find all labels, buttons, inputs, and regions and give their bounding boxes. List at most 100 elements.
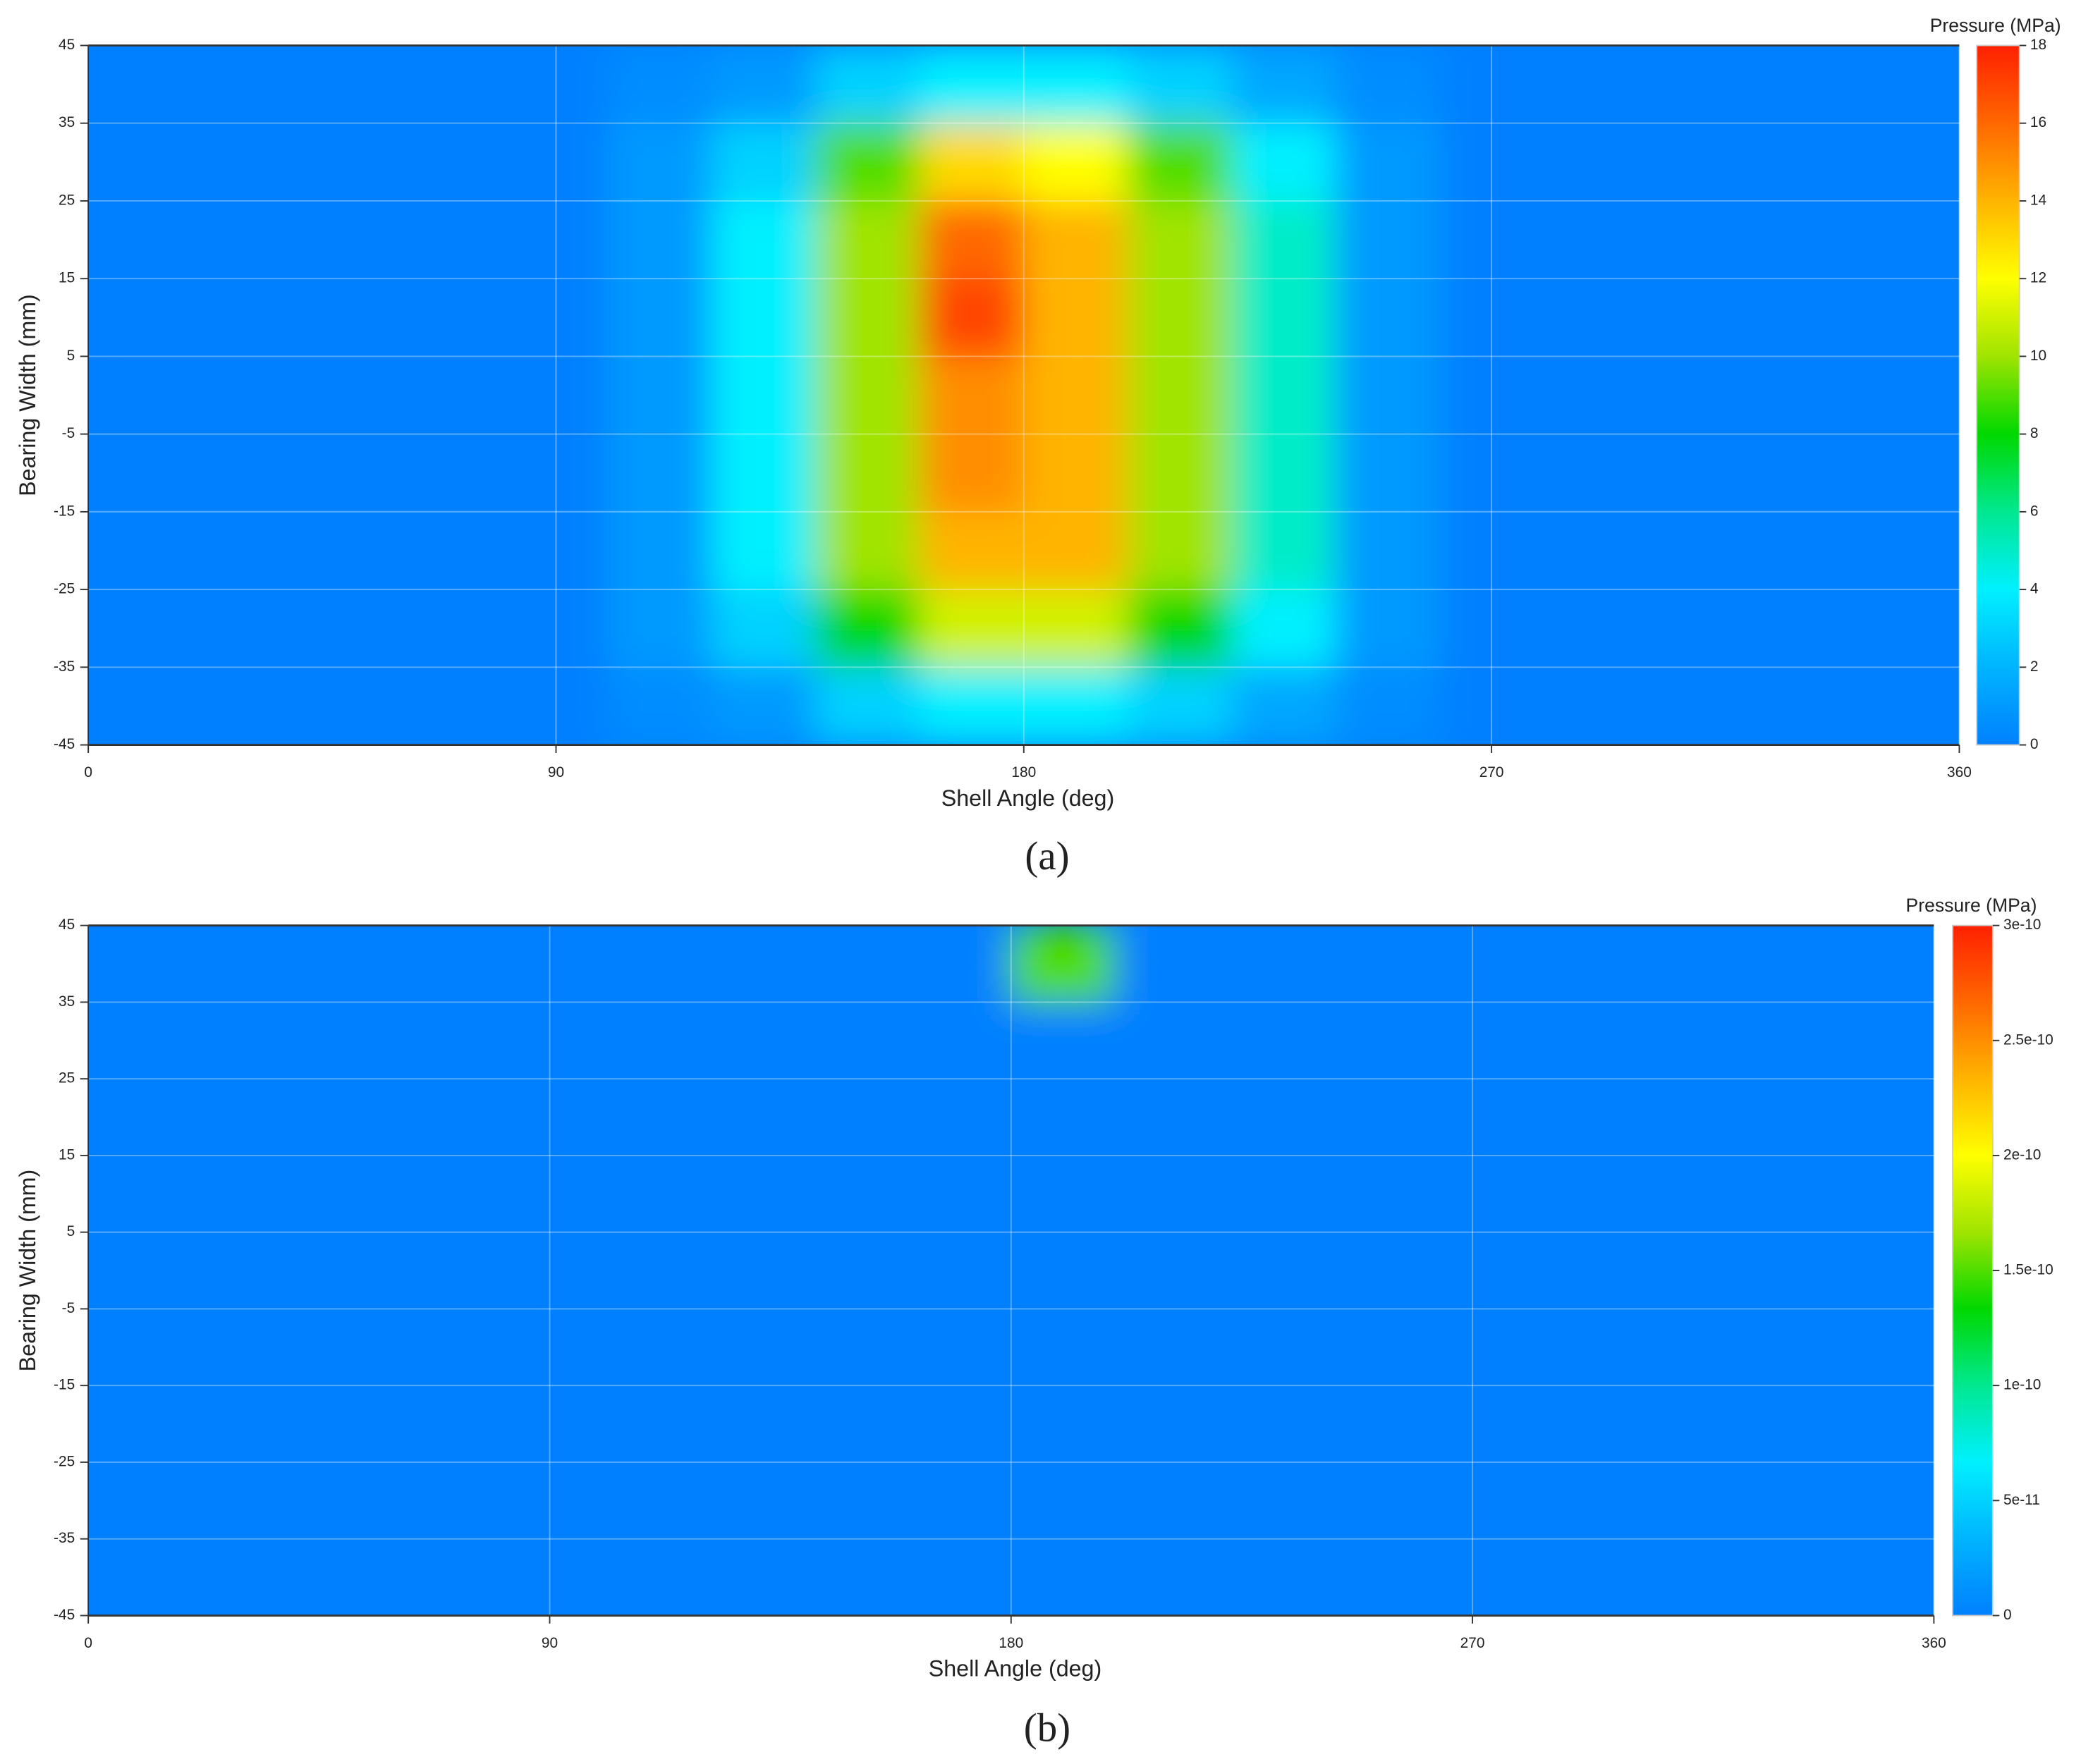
heatmap-cell [1626, 1002, 1730, 1080]
heatmap-cell [1231, 356, 1336, 435]
heatmap-cell [498, 1309, 602, 1387]
heatmap-cell [190, 1385, 294, 1463]
heatmap-cell [1011, 1002, 1115, 1080]
heatmap-cell [1543, 511, 1649, 591]
heatmap-cell [1421, 1079, 1525, 1156]
heatmap-cell [1128, 200, 1233, 280]
heatmap-cell [293, 925, 397, 1003]
heatmap-cell [1855, 589, 1960, 668]
heatmap-cell [1647, 45, 1752, 124]
heatmap-cell [712, 200, 817, 280]
colorbar-tick-label: 8 [2030, 425, 2039, 441]
colorbar-tick-label: 4 [2030, 581, 2039, 597]
heatmap-cell [1647, 200, 1752, 280]
heatmap-cell [703, 1309, 807, 1387]
heatmap-cell [805, 1232, 910, 1310]
heatmap-cell [1728, 1079, 1832, 1156]
heatmap-cell [1128, 511, 1233, 591]
heatmap-cell [88, 200, 193, 280]
heatmap-cell [1626, 1538, 1730, 1616]
colorbar-tick-label: 0 [2003, 1607, 2012, 1623]
heatmap-cell [1023, 511, 1129, 591]
heatmap-cell [88, 511, 193, 591]
heatmap-cell [1011, 925, 1115, 1003]
heatmap-cell [908, 1538, 1012, 1616]
heatmap-cell [1216, 1155, 1319, 1233]
heatmap-cell [608, 356, 713, 435]
heatmap-cell [1216, 1002, 1319, 1080]
y-tick-label: -35 [54, 659, 75, 675]
y-tick-label: 45 [59, 917, 75, 933]
heatmap-cell [1831, 1232, 1934, 1310]
heatmap-cell [295, 434, 401, 513]
colorbar-tick-label: 1e-10 [2003, 1377, 2041, 1393]
heatmap-cell [601, 1462, 704, 1540]
heatmap-cell [1023, 45, 1129, 124]
heatmap-cell [1855, 278, 1960, 357]
heatmap-cell [920, 511, 1025, 591]
heatmap-cell [400, 278, 505, 357]
heatmap-cell [1011, 1309, 1115, 1387]
heatmap-cell [908, 1155, 1012, 1233]
x-axis-label: Shell Angle (deg) [929, 1656, 1101, 1682]
heatmap-cell [88, 45, 193, 124]
heatmap-cell [400, 123, 505, 202]
heatmap-cell [293, 1155, 397, 1233]
heatmap-cell [396, 1002, 499, 1080]
heatmap-cell [1113, 1155, 1217, 1233]
heatmap-cell [1855, 434, 1960, 513]
heatmap-cell [712, 667, 817, 745]
y-tick-label: 25 [59, 1070, 75, 1086]
y-tick-label: -5 [62, 1300, 75, 1316]
heatmap-cell [1216, 1309, 1319, 1387]
colorbar-title: Pressure (MPa) [1930, 15, 2061, 36]
heatmap-cell [400, 200, 505, 280]
heatmap-cell [1318, 1232, 1422, 1310]
heatmap-cell [1318, 1002, 1422, 1080]
y-tick-label: -5 [62, 425, 75, 441]
heatmap-cell [1216, 1385, 1319, 1463]
heatmap-cell [1113, 1309, 1217, 1387]
heatmap-cell [1318, 1538, 1422, 1616]
heatmap-cell [88, 278, 193, 357]
heatmap-cell [400, 356, 505, 435]
heatmap-cell [1113, 1385, 1217, 1463]
heatmap-cell [1523, 1385, 1628, 1463]
heatmap-cells [88, 45, 1960, 745]
heatmap-cell [1023, 356, 1129, 435]
heatmap-cell [805, 1002, 910, 1080]
heatmap-cell [190, 1538, 294, 1616]
heatmap-cell [1421, 1155, 1525, 1233]
heatmap-cell [88, 925, 192, 1003]
heatmap-cell [1855, 667, 1960, 745]
heatmap-cell [1128, 589, 1233, 668]
y-axis-label: Bearing Width (mm) [15, 1170, 40, 1372]
heatmap-cell [1128, 278, 1233, 357]
heatmap-cell [1728, 1232, 1832, 1310]
heatmap-cell [1023, 589, 1129, 668]
heatmap-cell [1336, 45, 1441, 124]
heatmap-cell [88, 667, 193, 745]
heatmap-cell [703, 1538, 807, 1616]
heatmap-cell [1128, 356, 1233, 435]
heatmap-cell [805, 1155, 910, 1233]
heatmap-cell [1421, 925, 1525, 1003]
heatmap-cell [703, 1462, 807, 1540]
heatmap-cell [1113, 925, 1217, 1003]
y-tick-label: -25 [54, 581, 75, 597]
heatmap-cell [88, 1309, 192, 1387]
y-tick-label: 15 [59, 1146, 75, 1163]
heatmap-cell [1751, 123, 1856, 202]
heatmap-cell [192, 123, 297, 202]
heatmap-cell [608, 123, 713, 202]
heatmap-cell [815, 278, 921, 357]
heatmap-cell [192, 45, 297, 124]
y-axis-label: Bearing Width (mm) [15, 294, 40, 496]
heatmap-cell [88, 356, 193, 435]
heatmap-cell [712, 278, 817, 357]
heatmap-cell [1831, 925, 1934, 1003]
y-tick-label: -15 [54, 503, 75, 519]
heatmap-cell [1113, 1079, 1217, 1156]
heatmap-cell [1023, 200, 1129, 280]
